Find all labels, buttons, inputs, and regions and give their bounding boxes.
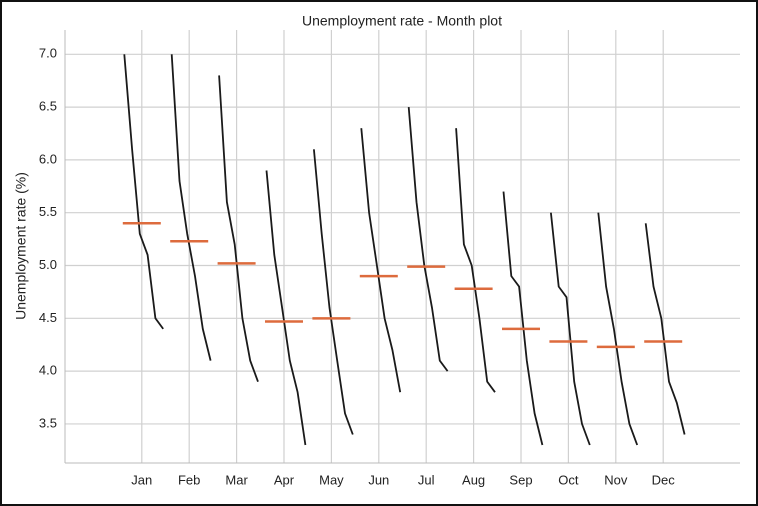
y-tick-label: 7.0: [39, 46, 57, 61]
x-tick-label: Jul: [418, 472, 435, 487]
x-tick-label: Aug: [462, 472, 485, 487]
subseries-line: [313, 149, 354, 435]
y-tick-label: 6.5: [39, 99, 57, 114]
x-tick-label: Feb: [178, 472, 200, 487]
y-tick-label: 5.5: [39, 204, 57, 219]
subseries-line: [597, 212, 639, 446]
x-tick-label: Jun: [368, 472, 389, 487]
y-tick-label: 3.5: [39, 415, 57, 430]
x-tick-label: Mar: [225, 472, 248, 487]
subseries-line: [265, 170, 307, 446]
subseries-line: [218, 75, 259, 383]
x-tick-label: Jan: [131, 472, 152, 487]
y-tick-label: 6.0: [39, 151, 57, 166]
subseries-line: [455, 128, 496, 393]
y-tick-label: 4.0: [39, 363, 57, 378]
subseries-line: [502, 191, 544, 446]
subseries-line: [123, 54, 164, 330]
x-tick-label: Nov: [604, 472, 628, 487]
y-axis-label: Unemployment rate (%): [13, 172, 29, 320]
y-tick-label: 4.5: [39, 310, 57, 325]
x-tick-label: Dec: [652, 472, 676, 487]
y-tick-label: 5.0: [39, 257, 57, 272]
subseries-line: [170, 54, 212, 361]
x-tick-label: Oct: [558, 472, 579, 487]
chart-title: Unemployment rate - Month plot: [302, 13, 502, 29]
subseries-line: [360, 128, 402, 393]
x-tick-label: Apr: [274, 472, 295, 487]
subseries-line: [644, 223, 686, 435]
subseries-line: [407, 107, 449, 372]
subseries-line: [550, 212, 591, 446]
x-tick-label: May: [319, 472, 344, 487]
x-tick-label: Sep: [509, 472, 532, 487]
